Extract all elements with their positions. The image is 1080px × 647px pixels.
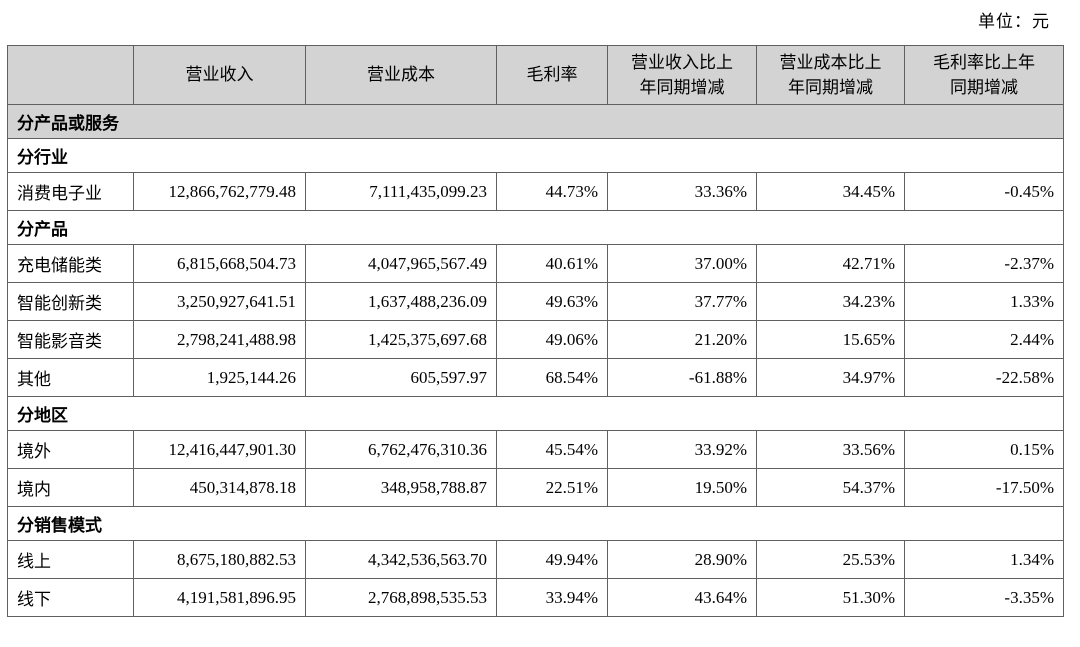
table-body: 营业收入 营业成本 毛利率 营业收入比上 年同期增减 营业成本比上 年同期增减 毛利率比上…: [7, 45, 1064, 617]
value-cell: 51.30%: [756, 578, 905, 617]
value-cell: 1.33%: [904, 282, 1064, 321]
row-label-cell: 境内: [7, 468, 134, 507]
value-cell: -0.45%: [904, 172, 1064, 211]
value-cell: 34.23%: [756, 282, 905, 321]
value-cell: 2,798,241,488.98: [133, 320, 306, 359]
value-cell: -22.58%: [904, 358, 1064, 397]
value-cell: 1,425,375,697.68: [305, 320, 497, 359]
value-cell: 348,958,788.87: [305, 468, 497, 507]
row-label-cell: 线下: [7, 578, 134, 617]
value-cell: 6,815,668,504.73: [133, 244, 306, 283]
value-cell: 1,637,488,236.09: [305, 282, 497, 321]
value-cell: 37.77%: [607, 282, 757, 321]
value-cell: 2.44%: [904, 320, 1064, 359]
value-cell: 0.15%: [904, 430, 1064, 469]
value-cell: -17.50%: [904, 468, 1064, 507]
row-label-cell: 境外: [7, 430, 134, 469]
value-cell: 4,047,965,567.49: [305, 244, 497, 283]
value-cell: 1,925,144.26: [133, 358, 306, 397]
row-label-cell: 其他: [7, 358, 134, 397]
section-label: 分产品或服务: [7, 104, 1064, 139]
table-row: 智能影音类 2,798,241,488.98 1,425,375,697.68 49.…: [7, 320, 1064, 359]
value-cell: 33.56%: [756, 430, 905, 469]
value-cell: 49.63%: [496, 282, 608, 321]
value-cell: 6,762,476,310.36: [305, 430, 497, 469]
row-label-cell: 消费电子业: [7, 172, 134, 211]
value-cell: 15.65%: [756, 320, 905, 359]
value-cell: 43.64%: [607, 578, 757, 617]
header-cell: 营业收入: [133, 45, 306, 105]
value-cell: 40.61%: [496, 244, 608, 283]
section-label: 分行业: [7, 138, 1064, 173]
value-cell: 34.97%: [756, 358, 905, 397]
value-cell: 12,416,447,901.30: [133, 430, 306, 469]
table-row: 其他 1,925,144.26 605,597.97 68.54% -61.88% 34.…: [7, 358, 1064, 397]
row-label-cell: 智能创新类: [7, 282, 134, 321]
value-cell: 3,250,927,641.51: [133, 282, 306, 321]
header-cell: 营业收入比上 年同期增减: [607, 45, 757, 105]
unit-label: 单位：元: [978, 12, 1050, 31]
table-row: 消费电子业 12,866,762,779.48 7,111,435,099.23 44…: [7, 172, 1064, 211]
section-label: 分产品: [7, 210, 1064, 245]
value-cell: 19.50%: [607, 468, 757, 507]
value-cell: 34.45%: [756, 172, 905, 211]
value-cell: 8,675,180,882.53: [133, 540, 306, 579]
value-cell: 1.34%: [904, 540, 1064, 579]
value-cell: 28.90%: [607, 540, 757, 579]
header-cell: 营业成本: [305, 45, 497, 105]
section-row: 分产品或服务: [7, 104, 1064, 139]
table-row: 线下 4,191,581,896.95 2,768,898,535.53 33.94%…: [7, 578, 1064, 617]
value-cell: 450,314,878.18: [133, 468, 306, 507]
header-cell-empty: [7, 45, 134, 105]
financial-breakdown-table: 营业收入 营业成本 毛利率 营业收入比上 年同期增减 营业成本比上 年同期增减 毛利率比上…: [7, 45, 1064, 617]
value-cell: 49.94%: [496, 540, 608, 579]
value-cell: 54.37%: [756, 468, 905, 507]
value-cell: 4,191,581,896.95: [133, 578, 306, 617]
value-cell: 45.54%: [496, 430, 608, 469]
value-cell: 33.36%: [607, 172, 757, 211]
value-cell: 4,342,536,563.70: [305, 540, 497, 579]
section-row: 分行业: [7, 138, 1064, 173]
value-cell: 605,597.97: [305, 358, 497, 397]
value-cell: -3.35%: [904, 578, 1064, 617]
value-cell: 22.51%: [496, 468, 608, 507]
row-label-cell: 线上: [7, 540, 134, 579]
section-row: 分销售模式: [7, 506, 1064, 541]
value-cell: 33.92%: [607, 430, 757, 469]
value-cell: 2,768,898,535.53: [305, 578, 497, 617]
table-row: 境内 450,314,878.18 348,958,788.87 22.51% 19.5…: [7, 468, 1064, 507]
value-cell: -61.88%: [607, 358, 757, 397]
header-row: 营业收入 营业成本 毛利率 营业收入比上 年同期增减 营业成本比上 年同期增减 毛利率比上…: [7, 45, 1064, 105]
section-label: 分销售模式: [7, 506, 1064, 541]
value-cell: 37.00%: [607, 244, 757, 283]
section-label: 分地区: [7, 396, 1064, 431]
value-cell: -2.37%: [904, 244, 1064, 283]
table-row: 线上 8,675,180,882.53 4,342,536,563.70 49.94%…: [7, 540, 1064, 579]
table-row: 境外 12,416,447,901.30 6,762,476,310.36 45.54…: [7, 430, 1064, 469]
table-row: 充电储能类 6,815,668,504.73 4,047,965,567.49 40.…: [7, 244, 1064, 283]
row-label-cell: 充电储能类: [7, 244, 134, 283]
value-cell: 21.20%: [607, 320, 757, 359]
header-cell: 营业成本比上 年同期增减: [756, 45, 905, 105]
table-row: 智能创新类 3,250,927,641.51 1,637,488,236.09 49.…: [7, 282, 1064, 321]
row-label-cell: 智能影音类: [7, 320, 134, 359]
value-cell: 12,866,762,779.48: [133, 172, 306, 211]
section-row: 分产品: [7, 210, 1064, 245]
value-cell: 42.71%: [756, 244, 905, 283]
value-cell: 25.53%: [756, 540, 905, 579]
value-cell: 44.73%: [496, 172, 608, 211]
value-cell: 7,111,435,099.23: [305, 172, 497, 211]
header-cell: 毛利率比上年 同期增减: [904, 45, 1064, 105]
value-cell: 68.54%: [496, 358, 608, 397]
header-cell: 毛利率: [496, 45, 608, 105]
value-cell: 33.94%: [496, 578, 608, 617]
section-row: 分地区: [7, 396, 1064, 431]
value-cell: 49.06%: [496, 320, 608, 359]
